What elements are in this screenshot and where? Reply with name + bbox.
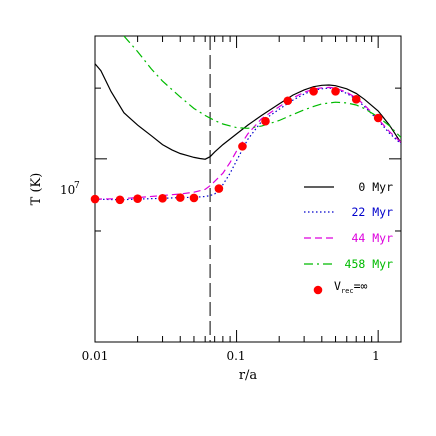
legend-label-marker: Vrec=∞ [334,279,368,295]
legend-label-2: 44 Myr [351,231,393,245]
legend: 0 Myr 22 Myr 44 Myr 458 Myr Vrec=∞ [304,180,393,295]
series-line-3 [123,36,401,138]
marker-layer [90,86,383,205]
marker-point [189,193,199,203]
series-layer [95,36,401,201]
series-line-2 [95,86,401,200]
marker-point [175,193,185,202]
marker-point [373,113,383,123]
y-tick-label: 10 7 [60,181,80,197]
marker-point [283,96,293,106]
y-tick-base: 10 [60,183,75,197]
axis-ticks [94,36,401,342]
legend-label-3: 458 Myr [345,257,394,271]
x-tick-label-0.01: 0.01 [82,349,109,363]
marker-point [238,142,247,151]
marker-point [133,194,142,203]
series-line-0 [95,63,401,160]
y-axis-label: T (K) [29,173,44,206]
marker-point [158,194,167,203]
plot-frame [94,35,402,343]
legend-marker [313,285,323,295]
y-tick-exponent: 7 [74,181,80,191]
x-tick-label-1: 1 [372,349,380,363]
marker-point [351,95,361,104]
marker-point [309,86,318,96]
legend-label-0: 0 Myr [358,180,393,194]
series-line-1 [95,87,401,201]
marker-point [331,86,340,96]
marker-point [214,184,224,193]
legend-label-1: 22 Myr [351,205,393,219]
x-axis-label: r/a [239,368,258,383]
marker-point [261,116,270,126]
marker-point [115,195,125,205]
marker-point [90,194,100,204]
x-tick-label-0.1: 0.1 [226,349,245,363]
